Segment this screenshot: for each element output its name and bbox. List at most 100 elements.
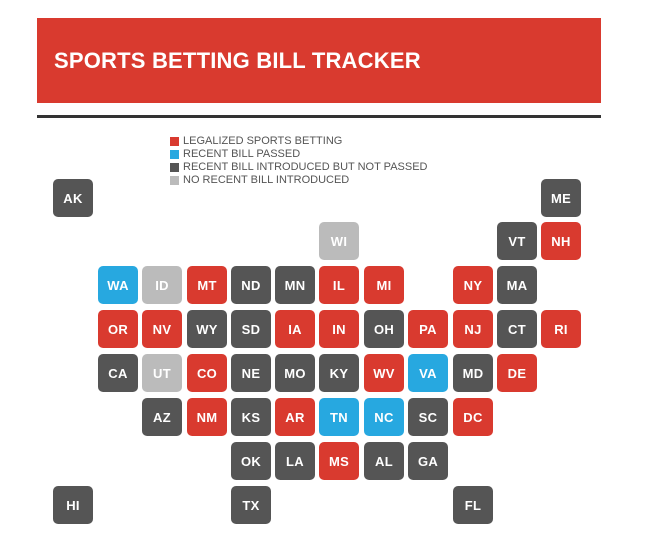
state-tile-ct: CT: [497, 310, 537, 348]
state-abbr: SC: [418, 409, 438, 425]
legend-label-introduced: RECENT BILL INTRODUCED BUT NOT PASSED: [183, 161, 428, 173]
state-tile-co: CO: [187, 354, 227, 392]
state-tile-wi: WI: [319, 222, 359, 260]
state-abbr: UT: [153, 365, 171, 381]
state-abbr: FL: [464, 497, 482, 513]
state-tile-sd: SD: [231, 310, 271, 348]
state-abbr: GA: [417, 453, 439, 469]
state-abbr: LA: [286, 453, 304, 469]
state-tile-ut: UT: [142, 354, 182, 392]
state-abbr: MI: [376, 277, 392, 293]
state-abbr: NY: [463, 277, 483, 293]
state-abbr: AK: [63, 190, 83, 206]
state-abbr: WA: [107, 277, 129, 293]
state-tile-va: VA: [408, 354, 448, 392]
state-abbr: IA: [288, 321, 302, 337]
state-abbr: MD: [462, 365, 484, 381]
state-tile-mi: MI: [364, 266, 404, 304]
state-tile-nm: NM: [187, 398, 227, 436]
state-tile-ma: MA: [497, 266, 537, 304]
state-tile-ok: OK: [231, 442, 271, 480]
state-tile-mo: MO: [275, 354, 315, 392]
state-abbr: KS: [241, 409, 261, 425]
state-tile-ar: AR: [275, 398, 315, 436]
state-abbr: CA: [108, 365, 128, 381]
state-tile-ms: MS: [319, 442, 359, 480]
state-tile-ri: RI: [541, 310, 581, 348]
legend-label-passed: RECENT BILL PASSED: [183, 148, 301, 160]
state-abbr: ID: [155, 277, 169, 293]
state-abbr: KY: [329, 365, 349, 381]
legend: LEGALIZED SPORTS BETTING RECENT BILL PAS…: [170, 135, 428, 187]
state-abbr: NM: [196, 409, 218, 425]
legend-label-legalized: LEGALIZED SPORTS BETTING: [183, 135, 343, 147]
state-tile-wa: WA: [98, 266, 138, 304]
state-tile-vt: VT: [497, 222, 537, 260]
divider: [37, 115, 601, 118]
state-abbr: MS: [328, 453, 350, 469]
state-abbr: AL: [375, 453, 393, 469]
state-tile-ga: GA: [408, 442, 448, 480]
state-tile-sc: SC: [408, 398, 448, 436]
state-abbr: ND: [241, 277, 261, 293]
legend-item-introduced: RECENT BILL INTRODUCED BUT NOT PASSED: [170, 161, 428, 174]
state-abbr: HI: [66, 497, 80, 513]
legend-swatch-legalized: [170, 137, 179, 146]
state-tile-in: IN: [319, 310, 359, 348]
state-abbr: SD: [241, 321, 261, 337]
legend-swatch-none: [170, 176, 179, 185]
state-tile-il: IL: [319, 266, 359, 304]
legend-item-legalized: LEGALIZED SPORTS BETTING: [170, 135, 428, 148]
state-tile-ak: AK: [53, 179, 93, 217]
state-tile-ia: IA: [275, 310, 315, 348]
state-tile-md: MD: [453, 354, 493, 392]
state-abbr: CT: [508, 321, 526, 337]
state-tile-dc: DC: [453, 398, 493, 436]
state-tile-ks: KS: [231, 398, 271, 436]
state-tile-nv: NV: [142, 310, 182, 348]
state-abbr: NJ: [464, 321, 482, 337]
state-abbr: NH: [551, 233, 571, 249]
state-tile-hi: HI: [53, 486, 93, 524]
state-abbr: IN: [332, 321, 346, 337]
state-abbr: MA: [506, 277, 528, 293]
state-abbr: NE: [241, 365, 261, 381]
state-tile-la: LA: [275, 442, 315, 480]
state-tile-nh: NH: [541, 222, 581, 260]
legend-item-passed: RECENT BILL PASSED: [170, 148, 428, 161]
state-abbr: VT: [508, 233, 526, 249]
state-tile-nj: NJ: [453, 310, 493, 348]
page-title: SPORTS BETTING BILL TRACKER: [54, 47, 421, 73]
state-abbr: AR: [285, 409, 305, 425]
state-tile-tn: TN: [319, 398, 359, 436]
state-tile-mt: MT: [187, 266, 227, 304]
state-abbr: OR: [107, 321, 129, 337]
state-tile-id: ID: [142, 266, 182, 304]
state-tile-ca: CA: [98, 354, 138, 392]
state-abbr: MN: [284, 277, 306, 293]
state-abbr: ME: [550, 190, 572, 206]
state-tile-ny: NY: [453, 266, 493, 304]
state-abbr: MT: [197, 277, 217, 293]
legend-swatch-passed: [170, 150, 179, 159]
state-abbr: IL: [332, 277, 346, 293]
legend-swatch-introduced: [170, 163, 179, 172]
state-tile-wy: WY: [187, 310, 227, 348]
state-abbr: RI: [554, 321, 568, 337]
state-abbr: NC: [374, 409, 394, 425]
state-tile-ky: KY: [319, 354, 359, 392]
state-abbr: PA: [419, 321, 437, 337]
state-tile-tx: TX: [231, 486, 271, 524]
state-abbr: MO: [284, 365, 306, 381]
state-abbr: CO: [196, 365, 218, 381]
state-tile-me: ME: [541, 179, 581, 217]
state-tile-or: OR: [98, 310, 138, 348]
state-tile-oh: OH: [364, 310, 404, 348]
state-tile-wv: WV: [364, 354, 404, 392]
state-tile-ne: NE: [231, 354, 271, 392]
state-abbr: AZ: [153, 409, 171, 425]
state-abbr: OK: [240, 453, 262, 469]
state-abbr: TX: [242, 497, 260, 513]
state-abbr: TN: [330, 409, 348, 425]
